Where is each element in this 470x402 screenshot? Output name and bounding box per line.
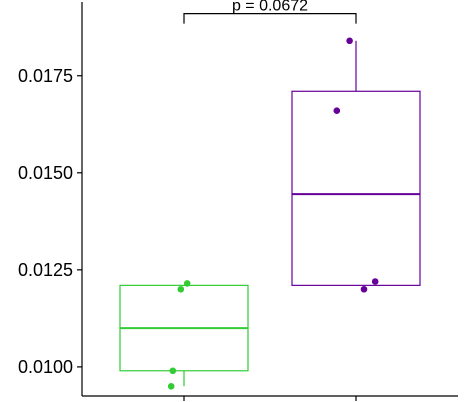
data-point-1-0: [346, 37, 353, 45]
data-point-1-3: [360, 285, 368, 293]
y-tick-label-0: 0.0100: [18, 357, 73, 377]
points-layer: [167, 37, 379, 390]
box-1: [291, 90, 421, 286]
significance-bracket-0: [183, 13, 357, 24]
data-point-1-1: [333, 107, 341, 114]
y-tick-label-3: 0.0175: [18, 66, 73, 86]
axes-layer: 0.0100 0.0125 0.0150 0.0175: [18, 2, 458, 401]
p-value-label-0: p = 0.0672: [232, 0, 308, 15]
data-point-0-3: [167, 382, 175, 390]
data-point-0-2: [169, 367, 177, 375]
data-point-0-1: [177, 285, 185, 293]
y-tick-label-2: 0.0150: [18, 163, 73, 183]
annotation-layer: p = 0.0672: [183, 0, 357, 24]
data-point-1-2: [371, 278, 379, 285]
data-point-0-0: [183, 280, 191, 287]
y-tick-label-1: 0.0125: [18, 260, 73, 280]
boxes-layer: [119, 40, 421, 387]
